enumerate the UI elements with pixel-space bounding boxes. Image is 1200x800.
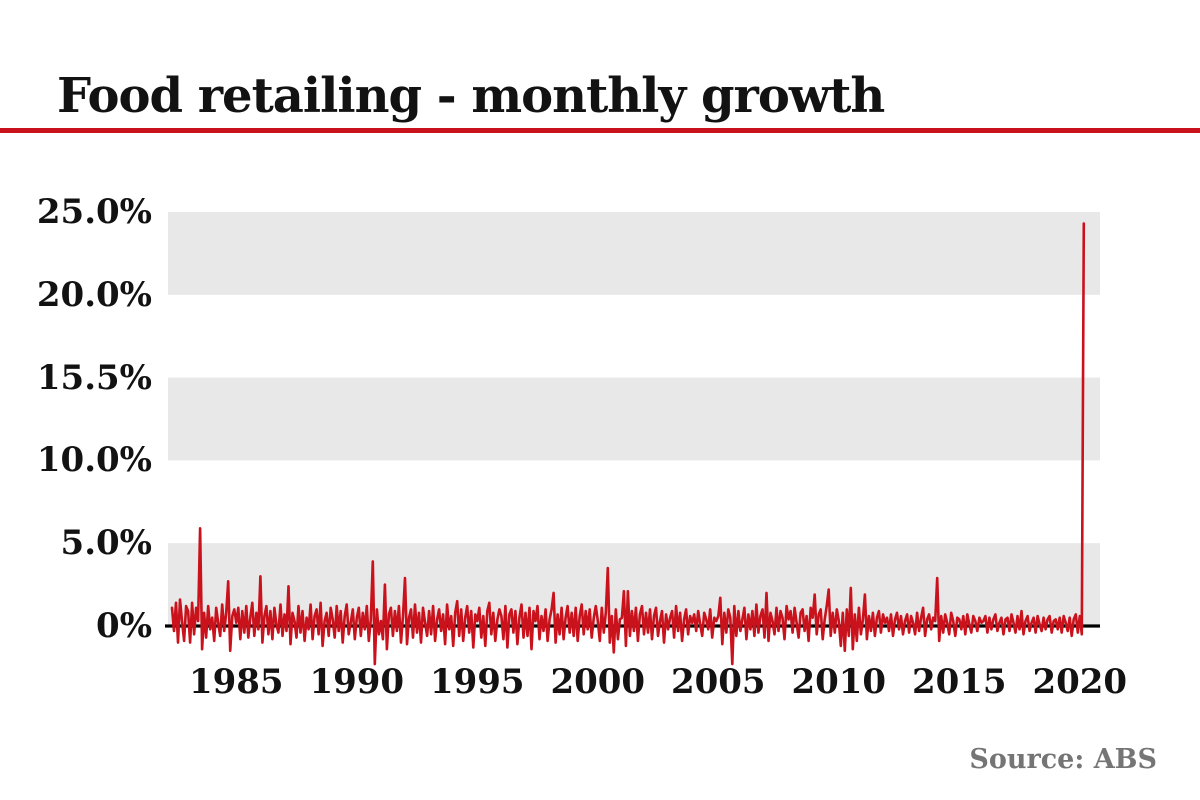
y-axis-tick-label: 5.0%: [60, 523, 152, 564]
y-axis-tick-label: 20.0%: [36, 274, 152, 315]
x-axis-tick-label: 2000: [550, 662, 646, 702]
x-axis-tick-label: 1985: [188, 662, 284, 702]
chart-title: Food retailing - monthly growth: [57, 68, 885, 125]
y-axis-tick-label: 0%: [96, 606, 152, 646]
y-axis-tick-label: 10.0%: [36, 440, 152, 481]
x-axis-tick-label: 2005: [670, 662, 766, 702]
red-divider-rule: [0, 128, 1200, 133]
x-axis-tick-label: 2015: [911, 662, 1007, 702]
x-axis-tick-label: 2010: [791, 662, 887, 702]
grid-band: [168, 212, 1100, 295]
y-axis-tick-label: 15.5%: [36, 357, 152, 398]
source-note: Source: ABS: [969, 744, 1157, 775]
x-axis-tick-label: 1995: [429, 662, 525, 702]
grid-band: [168, 377, 1100, 461]
x-axis-tick-label: 2020: [1032, 662, 1128, 702]
x-axis-tick-label: 1990: [309, 662, 405, 702]
line-chart-plot: [165, 212, 1100, 666]
grid-band: [168, 543, 1100, 626]
growth-line-series: [170, 222, 1086, 666]
y-axis-tick-label: 25.0%: [36, 192, 152, 232]
